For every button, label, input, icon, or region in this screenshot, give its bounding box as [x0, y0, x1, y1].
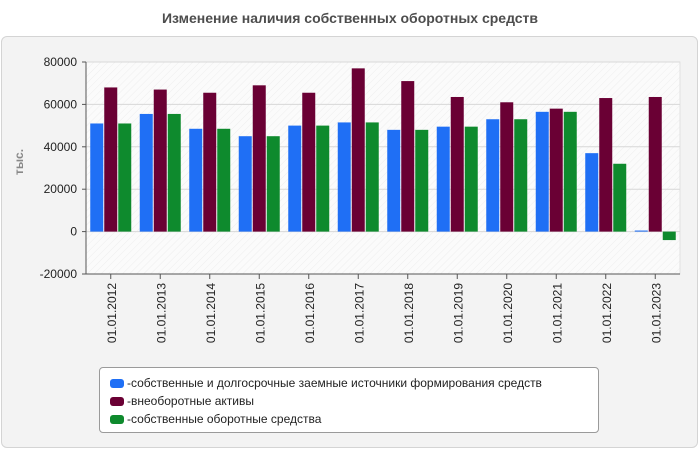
bar [189, 128, 203, 232]
legend-prefix: - [127, 394, 131, 408]
bar [203, 92, 217, 232]
x-tick-label: 01.01.2018 [402, 283, 416, 343]
legend-item: - собственные оборотные средства [110, 410, 598, 428]
bar [217, 128, 231, 232]
bar [535, 111, 549, 232]
y-tick-label: -20000 [40, 267, 78, 281]
x-tick-label: 01.01.2014 [204, 283, 218, 343]
legend-swatch-icon [110, 414, 124, 424]
plot-area [85, 61, 681, 275]
bar [337, 122, 351, 232]
x-tick-label: 01.01.2019 [451, 283, 465, 343]
bar [662, 231, 676, 241]
bar [252, 85, 266, 232]
bar [648, 96, 662, 232]
bar [302, 92, 316, 232]
legend-swatch-icon [110, 396, 124, 406]
legend-item: - внеоборотные активы [110, 392, 598, 410]
legend-prefix: - [127, 412, 131, 426]
legend-label: собственные оборотные средства [131, 412, 322, 426]
x-tick-labels: 01.01.2012 01.01.2013 01.01.2014 01.01.2015… [105, 274, 663, 343]
y-tick-label: 60000 [44, 97, 78, 111]
x-tick-label: 01.01.2015 [253, 283, 267, 343]
legend-item: - собственные и долгосрочные заемные ист… [110, 374, 598, 392]
x-tick-label: 01.01.2013 [154, 283, 168, 343]
bar [599, 98, 613, 232]
legend-swatch-icon [110, 378, 124, 388]
legend-label: внеоборотные активы [131, 394, 254, 408]
x-tick-label: 01.01.2017 [352, 283, 366, 343]
bar [266, 136, 280, 232]
bar [167, 113, 181, 232]
bar [316, 125, 330, 232]
bar [613, 163, 627, 232]
bar [139, 113, 153, 232]
bar [387, 129, 401, 232]
bar [549, 108, 563, 232]
bar [118, 123, 132, 232]
y-tick-label: 0 [70, 225, 77, 239]
legend-prefix: - [127, 376, 131, 390]
bar [415, 129, 429, 232]
bar [450, 96, 464, 232]
bars [90, 68, 676, 241]
y-tick-labels: -20000 0 20000 40000 60000 80000 [40, 55, 78, 281]
bar [436, 126, 450, 232]
bar [351, 68, 365, 232]
bar [464, 126, 478, 232]
x-tick-label: 01.01.2016 [303, 283, 317, 343]
bar [365, 122, 379, 232]
y-axis-label: тыс. [12, 149, 26, 175]
bar [238, 136, 252, 232]
bar [486, 119, 500, 232]
bar [90, 123, 104, 232]
bar [288, 125, 302, 232]
y-tick-label: 20000 [44, 182, 78, 196]
x-tick-label: 01.01.2021 [550, 283, 564, 343]
chart-title: Изменение наличия собственных оборотных … [161, 10, 539, 26]
y-tick-label: 40000 [44, 140, 78, 154]
bar [563, 111, 577, 232]
x-tick-label: 01.01.2012 [105, 283, 119, 343]
bar [634, 230, 648, 232]
legend: - собственные и долгосрочные заемные ист… [99, 367, 599, 433]
x-tick-label: 01.01.2022 [600, 283, 614, 343]
bar [104, 87, 118, 232]
bar [585, 153, 599, 232]
legend-label: собственные и долгосрочные заемные источ… [131, 376, 542, 390]
grid-lines [82, 61, 680, 275]
y-tick-label: 80000 [44, 55, 78, 69]
bar [500, 102, 514, 232]
bar [153, 89, 167, 232]
bar [401, 81, 415, 232]
bar [514, 119, 528, 232]
x-tick-label: 01.01.2023 [649, 283, 663, 343]
x-tick-label: 01.01.2020 [501, 283, 515, 343]
